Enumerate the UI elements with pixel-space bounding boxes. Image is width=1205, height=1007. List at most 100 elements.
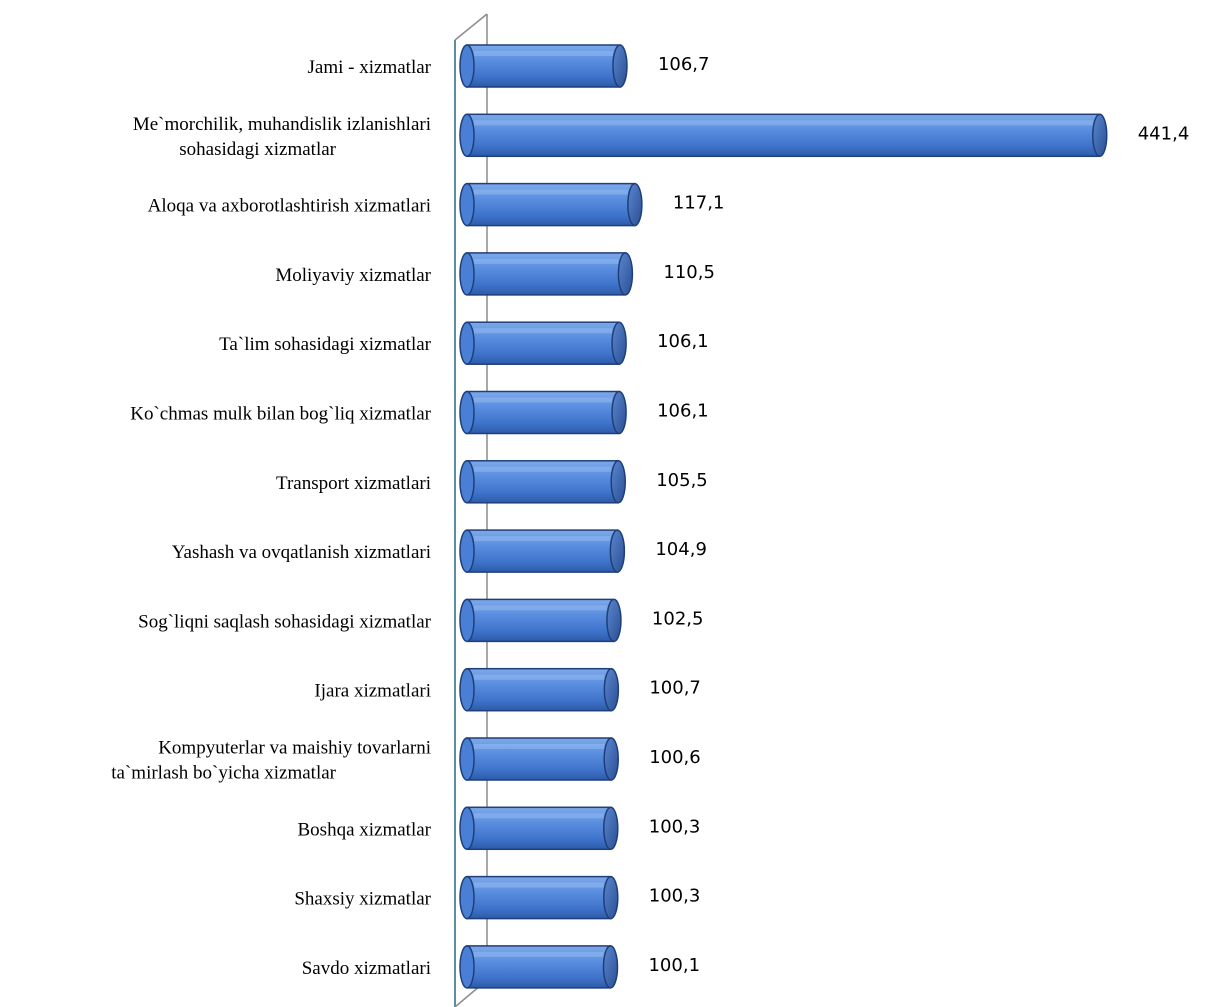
bar	[459, 182, 643, 227]
category-label: Aloqa va axborotlashtirish xizmatlari	[148, 196, 431, 217]
category-label: Moliyaviy xizmatlar	[275, 265, 431, 286]
data-label: 102,5	[652, 608, 704, 629]
category-label-line: Ijara xizmatlari	[314, 681, 431, 702]
bar-highlight	[474, 328, 613, 334]
category-label-line: Kompyuterlar va maishiy tovarlarni	[158, 738, 431, 759]
bar-start-cap	[459, 945, 475, 989]
bar-start-cap	[459, 529, 475, 573]
data-label: 105,5	[656, 470, 708, 491]
bar-end-cap	[1091, 113, 1108, 158]
category-label-line: Moliyaviy xizmatlar	[275, 265, 431, 286]
bar-end-cap	[610, 460, 626, 504]
axis-top-diagonal	[454, 13, 488, 41]
bar-body	[466, 390, 620, 435]
bar	[459, 44, 628, 88]
category-label-line: Ko`chmas mulk bilan bog`liq xizmatlar	[130, 404, 431, 425]
category-label-line: Sog`liqni saqlash sohasidagi xizmatlar	[138, 611, 432, 632]
bar-highlight	[474, 189, 628, 195]
category-label-line: Savdo xizmatlari	[302, 958, 431, 979]
data-label: 100,3	[649, 886, 701, 907]
bar-end-cap	[617, 252, 634, 296]
bar	[459, 252, 634, 296]
bar-end-cap	[603, 875, 619, 920]
bar	[459, 321, 627, 365]
category-label-line: Shaxsiy xizmatlar	[294, 889, 431, 910]
bar-start-cap	[459, 806, 475, 851]
bar-highlight	[474, 466, 612, 472]
category-label-line: Aloqa va axborotlashtirish xizmatlari	[148, 196, 431, 217]
bar-highlight	[474, 951, 604, 957]
bar-body	[466, 321, 620, 365]
data-label: 106,1	[657, 401, 709, 422]
bar-start-cap	[459, 252, 475, 296]
category-label-line: Ta`lim sohasidagi xizmatlar	[219, 334, 432, 355]
bar-end-cap	[603, 737, 619, 781]
bar-body	[466, 252, 627, 296]
bar-body	[466, 44, 621, 88]
bar-body	[466, 113, 1101, 158]
category-label: Ko`chmas mulk bilan bog`liq xizmatlar	[130, 404, 431, 425]
bar	[459, 737, 619, 781]
category-label-line: Me`morchilik, muhandislik izlanishlari	[133, 114, 431, 135]
category-label: Shaxsiy xizmatlar	[294, 889, 431, 910]
bar-body	[466, 806, 612, 851]
axis-layer	[454, 13, 488, 1007]
bar-start-cap	[459, 737, 475, 781]
bar-end-cap	[603, 667, 620, 712]
bar-highlight	[474, 120, 1093, 126]
category-label: Sog`liqni saqlash sohasidagi xizmatlar	[138, 611, 432, 632]
bar-highlight	[474, 51, 613, 56]
category-label-line: ta`mirlash bo`yicha xizmatlar	[111, 763, 336, 784]
data-label: 100,7	[649, 678, 701, 699]
bar	[459, 806, 619, 851]
bar-start-cap	[459, 321, 475, 365]
category-label: Me`morchilik, muhandislik izlanishlari so…	[133, 114, 431, 160]
bar-body	[466, 182, 636, 227]
bar-highlight	[474, 258, 619, 264]
bar-highlight	[474, 397, 613, 403]
bar-end-cap	[603, 806, 619, 851]
bar-highlight	[474, 605, 607, 611]
bar-start-cap	[459, 390, 475, 435]
bar	[459, 945, 619, 989]
category-label-line: Transport xizmatlari	[276, 473, 431, 494]
bar-highlight	[474, 536, 611, 542]
data-label: 100,1	[648, 955, 700, 976]
labels-layer: 106,7 Jami - xizmatlar 441,4 Me`morchilik, …	[111, 54, 1189, 979]
category-label: Kompyuterlar va maishiy tovarlarni ta`mir…	[111, 738, 431, 784]
bar-end-cap	[609, 529, 626, 573]
data-label: 106,7	[658, 54, 710, 75]
bar-highlight	[474, 813, 604, 819]
data-label: 110,5	[663, 262, 715, 283]
bar-start-cap	[459, 182, 475, 227]
bar-body	[466, 945, 612, 989]
category-label: Transport xizmatlari	[276, 473, 431, 494]
bar-end-cap	[612, 44, 628, 88]
bar	[459, 529, 626, 573]
category-label-line: Jami - xizmatlar	[308, 57, 432, 78]
data-label: 100,3	[649, 816, 701, 837]
bar-end-cap	[627, 182, 643, 227]
data-label: 441,4	[1138, 123, 1190, 144]
bar-end-cap	[606, 598, 622, 643]
category-label: Ijara xizmatlari	[314, 681, 431, 702]
bar-start-cap	[459, 44, 475, 88]
category-label: Savdo xizmatlari	[302, 958, 431, 979]
bar-end-cap	[611, 390, 627, 435]
data-label: 100,6	[649, 747, 701, 768]
category-label: Jami - xizmatlar	[308, 57, 432, 78]
category-label: Yashash va ovqatlanish xizmatlari	[172, 542, 431, 563]
bar	[459, 113, 1108, 158]
bar	[459, 390, 627, 435]
bar	[459, 667, 620, 712]
bar-start-cap	[459, 460, 475, 504]
bar	[459, 460, 626, 504]
bar-highlight	[474, 744, 605, 749]
bar	[459, 875, 619, 920]
bar-start-cap	[459, 667, 475, 712]
bar-end-cap	[611, 321, 627, 365]
data-label: 117,1	[673, 193, 725, 214]
bar-highlight	[474, 674, 605, 680]
